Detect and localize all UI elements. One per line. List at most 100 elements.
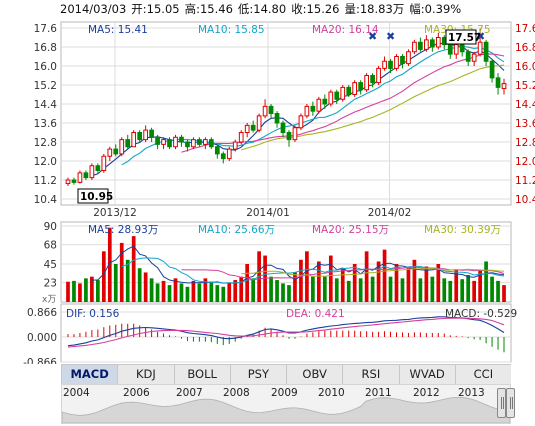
volume-bar (502, 285, 506, 302)
candle-body (304, 105, 310, 117)
tab-macd[interactable]: MACD (61, 365, 118, 384)
candle-body (394, 56, 399, 69)
navigator-year-label: 2013 (458, 387, 485, 399)
price-tick-left: 15.2 (34, 80, 57, 92)
candle-body (119, 139, 125, 155)
price-tick-right: 12.0 (515, 156, 535, 168)
ma10-legend: MA10: 15.85 (198, 24, 265, 36)
candle-body (471, 53, 477, 62)
candle-body (459, 44, 465, 53)
candle-body (214, 146, 220, 155)
price-tick-right: 14.4 (515, 99, 535, 111)
candle-body (501, 83, 507, 90)
range-handle-right[interactable] (506, 388, 515, 418)
candle-body (316, 98, 322, 112)
min-price-label: 10.95 (80, 191, 113, 203)
vol-ma20-legend: MA20: 25.15万 (312, 224, 389, 236)
volume-bar (245, 264, 250, 302)
macd-tick: -0.866 (23, 357, 57, 364)
volume-bar (275, 280, 279, 302)
volume-bar (137, 268, 142, 302)
candle-body (185, 141, 190, 148)
volume-bar (185, 286, 190, 302)
candle-body (77, 172, 83, 183)
price-y-axis-left: 17.6 16.8 16.0 15.2 14.4 13.6 12.8 12.0 11.2 10.4 (34, 23, 58, 206)
volume-bar (394, 264, 399, 302)
price-tick-right: 17.6 (515, 23, 535, 35)
volume-bar (299, 259, 303, 302)
range-handle-left[interactable] (497, 388, 506, 418)
candle-body (435, 37, 441, 48)
navigator-year-label: 2008 (223, 387, 250, 399)
volume-y-axis: 90 68 45 23 (44, 221, 57, 290)
candle-body (376, 67, 381, 84)
tab-wvad[interactable]: WVAD (398, 365, 455, 384)
tab-cci[interactable]: CCI (454, 365, 511, 384)
ma5-legend: MA5: 15.41 (88, 24, 148, 36)
candle-body (83, 172, 89, 179)
candle-body (292, 127, 298, 141)
volume-bar (221, 286, 226, 302)
volume-bar (113, 264, 118, 302)
price-tick-right: 16.8 (515, 42, 535, 54)
candle-body (232, 141, 238, 150)
tab-psy[interactable]: PSY (229, 365, 286, 384)
candle-body (382, 60, 387, 69)
event-marker-icon[interactable]: ✖ (368, 30, 377, 43)
quote-date: 2014/03/03 (60, 2, 127, 16)
candle-body (101, 155, 107, 171)
ma30-line (241, 64, 505, 151)
volume-bar (484, 261, 488, 302)
volume-bar (388, 276, 393, 302)
candle-body (161, 139, 166, 145)
volume-bar (149, 278, 154, 302)
quote-volume: 量:18.83万 (344, 2, 405, 16)
price-tick-right: 15.2 (515, 80, 535, 92)
candle-body (322, 98, 328, 105)
price-tick-left: 16.8 (34, 42, 57, 54)
volume-bar (311, 276, 315, 302)
stock-chart[interactable]: 17.6 16.8 16.0 15.2 14.4 13.6 12.8 12.0 11.2 10.4… (0, 0, 535, 364)
candle-body (453, 44, 459, 55)
event-marker-icon[interactable]: ✖ (386, 30, 395, 43)
volume-bar (490, 276, 494, 302)
volume-bar (203, 278, 208, 302)
volume-bar (251, 278, 256, 302)
volume-bar (334, 278, 339, 302)
volume-bar (316, 261, 321, 302)
price-x-label: 2013/12 (93, 207, 137, 219)
candle-body (400, 56, 405, 65)
event-marker-icon[interactable]: ✖ (476, 30, 485, 43)
tab-rsi[interactable]: RSI (342, 365, 398, 384)
macd-grid (61, 311, 511, 363)
candle-body (447, 44, 453, 55)
volume-bar (66, 281, 70, 302)
volume-bar (496, 280, 500, 302)
macd-lines (67, 316, 505, 348)
macd-tick: 0.866 (27, 307, 57, 319)
tab-kdj[interactable]: KDJ (117, 365, 173, 384)
candle-body (465, 51, 471, 62)
vol-ma5-legend: MA5: 28.93万 (88, 224, 158, 236)
time-navigator[interactable]: 2004 2006 2007 2008 2009 2010 2011 2012 2013 (61, 384, 511, 424)
price-tick-right: 10.4 (515, 194, 535, 206)
volume-bar (161, 280, 166, 302)
price-panel (60, 21, 512, 206)
min-price-box (77, 188, 109, 204)
indicator-tabs: MACD KDJ BOLL PSY OBV RSI WVAD CCI (61, 364, 511, 385)
navigator-year-label: 2004 (63, 387, 90, 399)
candle-body (358, 82, 364, 91)
candle-body (143, 129, 148, 141)
volume-bar (412, 259, 417, 302)
dea-legend: DEA: 0.421 (286, 308, 345, 320)
volume-bar (293, 272, 297, 302)
macd-y-axis: 0.866 0.000 -0.866 (23, 307, 57, 364)
candle-body (495, 77, 501, 88)
tab-obv[interactable]: OBV (286, 365, 342, 384)
price-x-label: 2014/01 (246, 207, 290, 219)
ma10-line (121, 45, 505, 166)
volume-bar (382, 249, 387, 302)
volume-bar (352, 264, 357, 302)
candle-body (65, 179, 71, 185)
tab-boll[interactable]: BOLL (173, 365, 230, 384)
